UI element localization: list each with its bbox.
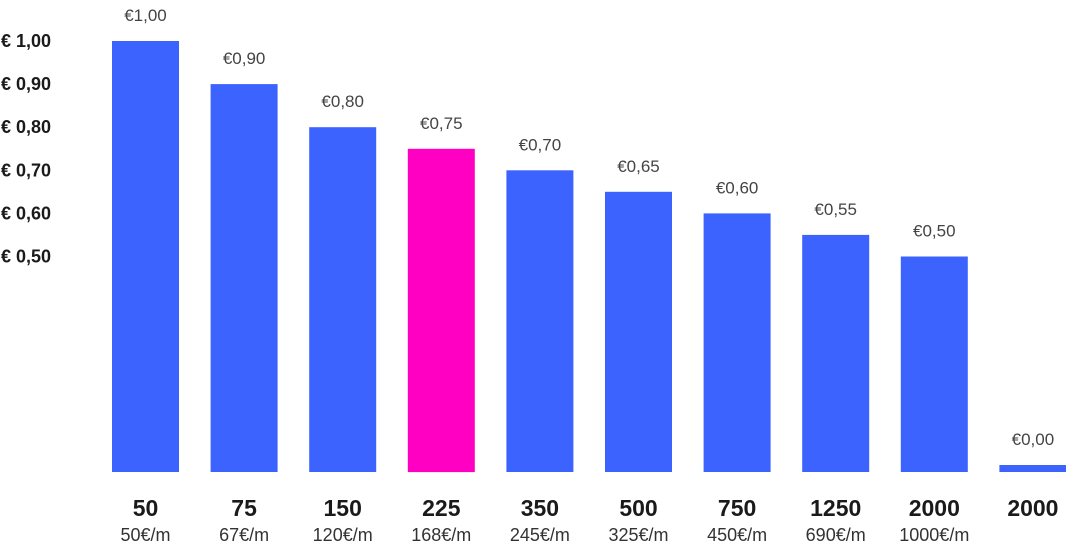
y-tick-label: € 0,80 (1, 117, 51, 137)
x-category-label: 150 (324, 495, 362, 521)
bar-value-label: €0,75 (420, 114, 463, 133)
x-sublabel: 50€/m (120, 525, 170, 545)
bar-value-label: €0,80 (321, 92, 364, 111)
x-category-label: 2000 (909, 495, 960, 521)
x-category-label: 750 (718, 495, 756, 521)
bar-value-label: €0,55 (814, 200, 857, 219)
bar-value-label: €1,00 (124, 6, 167, 25)
x-sublabel: 67€/m (219, 525, 269, 545)
bar-highlighted (407, 148, 475, 473)
x-category-label: 500 (619, 495, 657, 521)
value-labels: €1,00 €0,90 €0,80 €0,75 €0,70 €0,65 €0,60 €0,55… (124, 6, 1054, 449)
x-sublabel: 168€/m (411, 525, 471, 545)
x-category-label: 50 (133, 495, 159, 521)
x-category-label: 75 (231, 495, 257, 521)
y-tick-label: € 0,60 (1, 203, 51, 223)
bar (999, 465, 1066, 472)
y-tick-label: € 1,00 (1, 31, 51, 51)
bar-value-label: €0,50 (913, 222, 956, 241)
x-category-label: 1250 (810, 495, 861, 521)
bar (703, 213, 771, 472)
bar (309, 127, 377, 472)
x-axis: 50 50€/m 75 67€/m 150 120€/m 225 168€/m 350 245€/… (120, 495, 1058, 545)
bar (210, 84, 278, 472)
bar-value-label: €0,90 (223, 49, 266, 68)
bar-value-label: €0,65 (617, 157, 660, 176)
bar-value-label: €0,60 (716, 178, 759, 197)
x-sublabel: 690€/m (806, 525, 866, 545)
y-axis: € 1,00 € 0,90 € 0,80 € 0,70 € 0,60 € 0,50 (1, 31, 51, 267)
bars (112, 41, 1066, 473)
x-category-label: 350 (521, 495, 559, 521)
bar (112, 41, 179, 472)
y-tick-label: € 0,90 (1, 74, 51, 94)
y-tick-label: € 0,50 (1, 247, 51, 267)
x-category-label: 2000 (1007, 495, 1058, 521)
x-sublabel: 325€/m (608, 525, 668, 545)
x-sublabel: 245€/m (510, 525, 570, 545)
bar-value-label: €0,00 (1012, 430, 1055, 449)
bar (605, 191, 672, 473)
bar (802, 234, 870, 472)
bar-value-label: €0,70 (519, 135, 562, 154)
x-sublabel: 120€/m (313, 525, 373, 545)
y-tick-label: € 0,70 (1, 160, 51, 180)
bar (900, 256, 968, 472)
x-sublabel: 450€/m (707, 525, 767, 545)
x-sublabel: 1000€/m (899, 525, 969, 545)
bar (506, 170, 574, 473)
x-category-label: 225 (422, 495, 461, 521)
